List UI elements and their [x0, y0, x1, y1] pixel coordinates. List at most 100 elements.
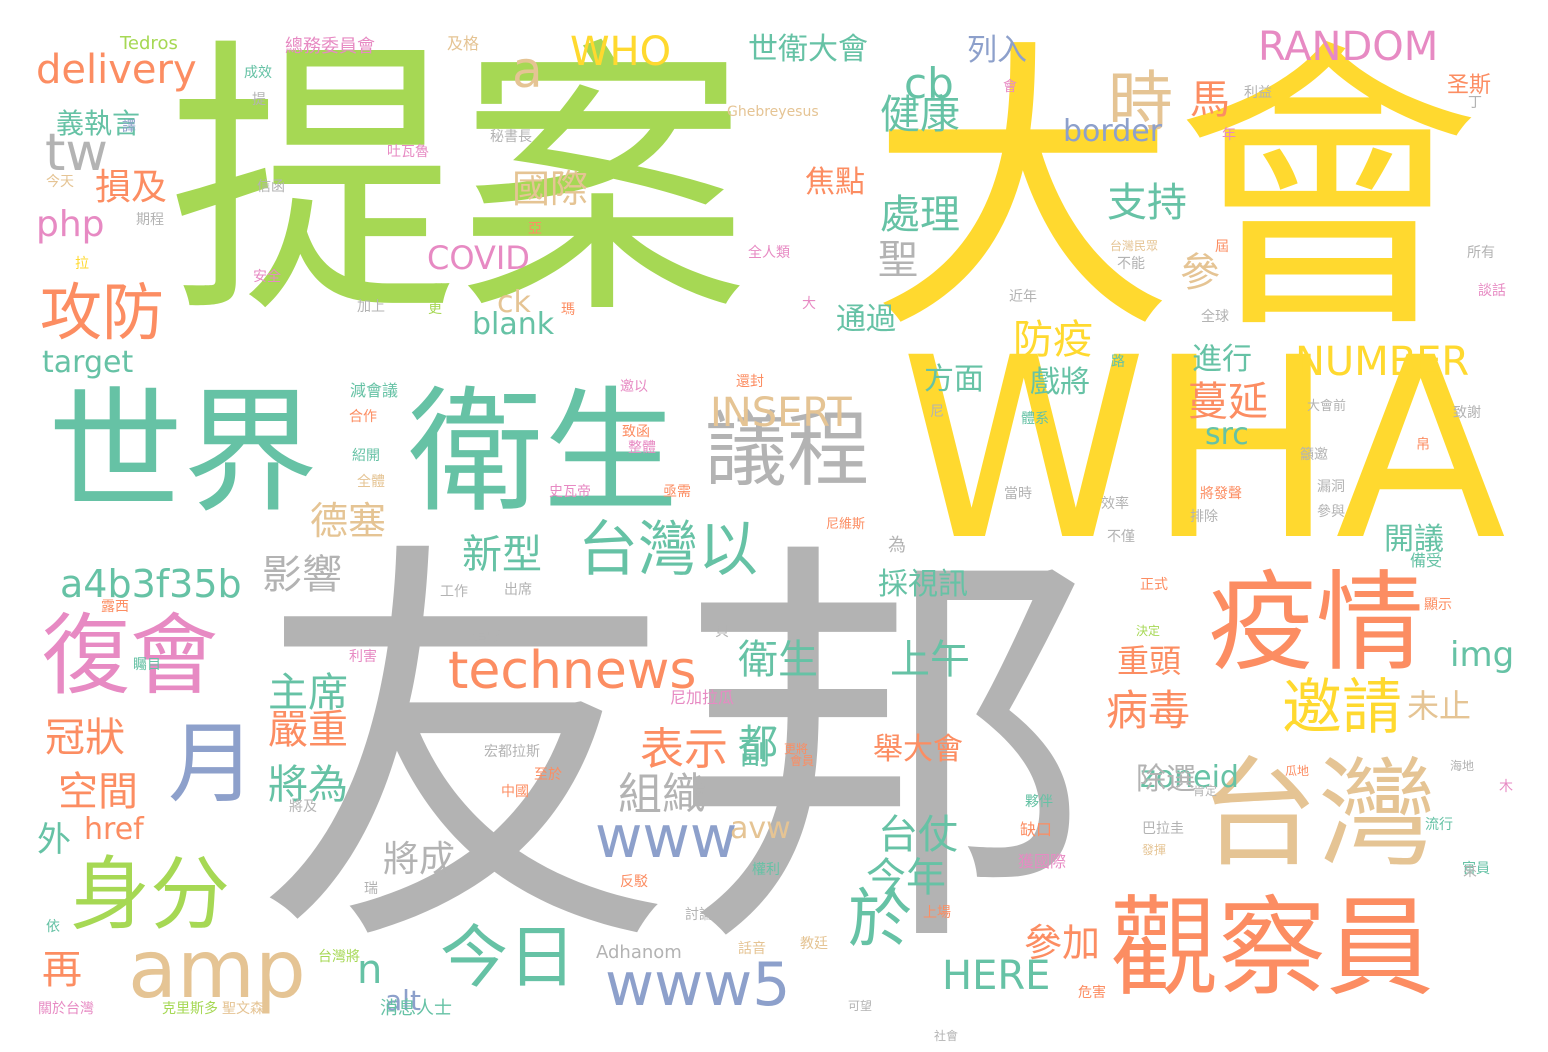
cloud-word: 參	[1180, 250, 1220, 296]
cloud-word: 友邦	[255, 510, 1095, 999]
cloud-word: 進行	[1192, 342, 1252, 377]
cloud-word: 可望	[848, 999, 873, 1013]
cloud-word: 排除	[1190, 509, 1218, 525]
cloud-word: 這成	[473, 629, 501, 645]
cloud-word: 漏洞	[1317, 479, 1345, 495]
cloud-word: 備受	[1410, 551, 1443, 570]
cloud-word: 缺口	[1020, 820, 1053, 839]
cloud-word: 克里斯多	[162, 1001, 218, 1017]
cloud-word: 總務委員會	[285, 36, 375, 57]
cloud-word: 參加	[1024, 921, 1101, 965]
cloud-word: 新型	[462, 532, 542, 578]
cloud-word: 加上	[357, 299, 385, 315]
cloud-word: 議程	[705, 403, 870, 498]
cloud-word: avw	[730, 811, 791, 846]
cloud-word: 帛	[1416, 437, 1430, 453]
cloud-word: 副	[740, 737, 770, 772]
cloud-word: 安全	[253, 269, 281, 285]
cloud-word: 聖文森	[222, 1001, 264, 1017]
cloud-word: 今年	[866, 855, 946, 901]
cloud-word: 重頭	[1117, 642, 1182, 680]
cloud-word: 影響	[262, 552, 342, 598]
cloud-word: ck	[497, 285, 531, 320]
cloud-word: a	[512, 41, 543, 99]
cloud-word: 消息人士	[380, 998, 452, 1019]
cloud-word: 致謝	[1453, 405, 1481, 421]
cloud-word: blank	[472, 307, 555, 342]
cloud-word: 月	[168, 712, 257, 815]
cloud-word: 至於	[534, 767, 562, 783]
cloud-word: 處理	[880, 192, 960, 238]
cloud-word: www5	[605, 950, 791, 1020]
cloud-word: 於	[848, 883, 912, 957]
cloud-word: 攻防	[40, 276, 165, 349]
cloud-word: 話音	[738, 941, 766, 957]
cloud-word: 舉大會	[873, 732, 963, 767]
cloud-word: img	[1450, 635, 1515, 675]
cloud-word: 尼加拉瓜	[670, 688, 735, 707]
cloud-word: 更	[428, 301, 442, 317]
cloud-word: 將發聲	[1200, 486, 1242, 502]
cloud-word: 世衛大會	[748, 32, 868, 67]
cloud-word: 官員	[1462, 861, 1490, 877]
cloud-word: 決定	[1136, 624, 1161, 638]
cloud-word: 圣斯	[1447, 73, 1492, 98]
cloud-word: 信函	[257, 179, 285, 195]
cloud-word: 全體	[357, 474, 385, 490]
cloud-word: 籲邀	[1300, 447, 1328, 463]
cloud-word: 台灣民眾	[1110, 239, 1159, 253]
cloud-word: 參與	[1317, 504, 1345, 520]
cloud-word: 戲將	[1030, 365, 1090, 400]
cloud-word: 所有	[1467, 245, 1495, 261]
cloud-word: 觀察員	[1110, 886, 1435, 1011]
cloud-word: 防疫	[1013, 317, 1093, 363]
cloud-word: 主席	[268, 670, 348, 716]
cloud-word: 路	[1111, 354, 1125, 370]
cloud-word: 採視訊	[878, 567, 968, 602]
cloud-word: 露西	[101, 599, 129, 615]
cloud-word: 談話	[1478, 283, 1506, 299]
cloud-word: 夥伴	[1025, 794, 1053, 810]
cloud-word: 獲國際	[1018, 852, 1067, 871]
cloud-word: technews	[448, 641, 697, 701]
cloud-word: 都	[738, 722, 778, 768]
cloud-word: 顯示	[1424, 597, 1452, 613]
cloud-word: 焦點	[805, 165, 865, 200]
cloud-word: target	[42, 345, 134, 380]
cloud-word: 台灣將	[318, 949, 360, 965]
cloud-word: 譯	[122, 119, 136, 135]
cloud-word: www	[595, 803, 738, 871]
cloud-word: 整體	[628, 440, 656, 456]
cloud-word: 討論	[685, 907, 713, 923]
cloud-word: WHO	[570, 29, 672, 75]
cloud-word: 期程	[136, 212, 164, 228]
cloud-word: 依	[46, 919, 60, 935]
cloud-word: 秘書長	[490, 129, 532, 145]
cloud-word: 義執言	[56, 107, 141, 140]
cloud-word: 流行	[1425, 817, 1453, 833]
cloud-word: href	[84, 812, 144, 847]
cloud-word: 關於台灣	[38, 1001, 94, 1017]
cloud-word: 瓜地	[1285, 764, 1310, 778]
cloud-word: 致函	[622, 424, 650, 440]
cloud-word: a4b3f35b	[60, 562, 242, 606]
cloud-word: 國際	[512, 167, 589, 211]
cloud-word: 大會	[870, 15, 1480, 370]
cloud-word: 中國	[501, 784, 529, 800]
cloud-word: 通過	[836, 302, 896, 337]
cloud-word: 健康	[880, 92, 960, 138]
cloud-word: 損及	[95, 167, 168, 208]
cloud-word: 開議	[1384, 522, 1444, 557]
cloud-word: tw	[45, 123, 108, 183]
cloud-word: 為	[888, 535, 906, 556]
cloud-word: 及格	[447, 34, 480, 53]
cloud-word: 再	[42, 947, 82, 993]
cloud-word: 屆	[1215, 239, 1229, 255]
cloud-word: 提案	[168, 16, 748, 353]
cloud-word: 還封	[736, 374, 764, 390]
cloud-word: 木	[1499, 779, 1513, 795]
cloud-word: 組織	[618, 769, 706, 820]
cloud-word: 不僅	[1107, 529, 1135, 545]
cloud-word: delivery	[36, 47, 197, 93]
